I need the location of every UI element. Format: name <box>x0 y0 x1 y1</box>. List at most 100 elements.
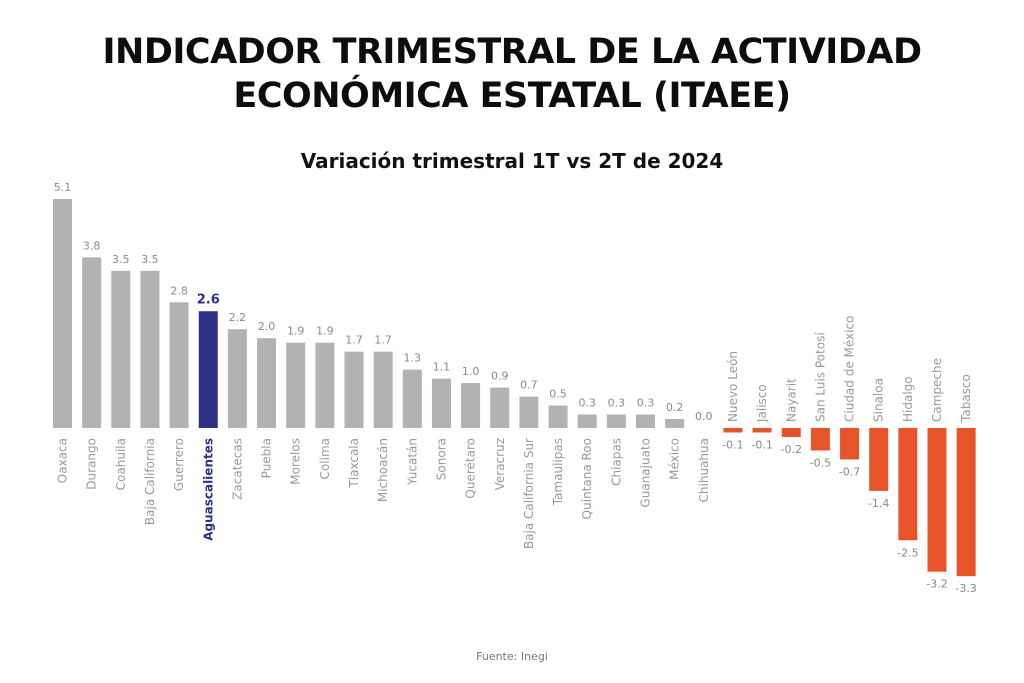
bar-quintana-roo <box>577 414 597 428</box>
category-label-guerrero: Guerrero <box>172 438 186 491</box>
chart-title-line-1: INDICADOR TRIMESTRAL DE LA ACTIVIDAD <box>102 32 923 72</box>
value-label-quintana-roo: 0.3 <box>578 397 596 410</box>
category-label-baja-california: Baja California <box>143 438 157 525</box>
source-note: Fuente: Inegi <box>476 650 548 663</box>
category-label-nuevo-leon: Nuevo León <box>726 351 740 422</box>
bar-mexico <box>665 419 685 428</box>
bar-sonora <box>431 378 451 428</box>
category-label-tlaxcala: Tlaxcala <box>347 438 361 489</box>
bar-guanajuato <box>636 414 655 428</box>
category-label-coahuila: Coahuila <box>114 438 128 490</box>
value-label-baja-california: 3.5 <box>141 253 159 266</box>
bar-hidalgo <box>898 428 918 541</box>
bar-jalisco <box>752 428 772 433</box>
value-label-sonora: 1.1 <box>433 361 451 374</box>
category-label-tamaulipas: Tamaulipas <box>551 438 565 506</box>
value-label-nayarit: -0.2 <box>781 443 802 456</box>
value-label-coahuila: 3.5 <box>112 253 130 266</box>
category-label-michoacan: Michoacán <box>376 438 390 502</box>
bar-baja-california <box>140 270 160 428</box>
bar-coahuila <box>111 270 131 428</box>
value-label-baja-california-sur: 0.7 <box>520 379 538 392</box>
value-label-ciudad-de-mexico: -0.7 <box>839 465 860 478</box>
value-label-guanajuato: 0.3 <box>637 397 655 410</box>
chart-title: INDICADOR TRIMESTRAL DE LA ACTIVIDAD ECO… <box>0 30 1024 118</box>
value-label-san-luis-potosi: -0.5 <box>810 456 831 469</box>
value-label-sinaloa: -1.4 <box>868 497 889 510</box>
bar-nuevo-leon <box>723 428 743 433</box>
value-label-tamaulipas: 0.5 <box>549 388 567 401</box>
category-label-yucatan: Yucatán <box>405 438 419 486</box>
category-label-baja-california-sur: Baja California Sur <box>522 438 536 549</box>
value-label-chihuahua: 0.0 <box>695 410 713 423</box>
bar-tlaxcala <box>344 351 364 428</box>
category-label-oaxaca: Oaxaca <box>56 438 70 483</box>
category-label-chihuahua: Chihuahua <box>697 438 711 502</box>
bar-morelos <box>286 342 306 428</box>
bar-tamaulipas <box>548 405 568 428</box>
bar-ciudad-de-mexico <box>840 428 860 460</box>
value-label-durango: 3.8 <box>83 239 101 252</box>
bar-sinaloa <box>869 428 889 491</box>
category-label-ciudad-de-mexico: Ciudad de México <box>843 316 857 422</box>
value-label-michoacan: 1.7 <box>374 334 392 347</box>
value-label-veracruz: 0.9 <box>491 370 509 383</box>
category-label-hidalgo: Hidalgo <box>901 376 915 422</box>
category-label-aguascalientes: Aguascalientes <box>201 438 215 541</box>
value-label-queretaro: 1.0 <box>462 365 480 378</box>
category-label-jalisco: Jalisco <box>755 384 769 423</box>
value-label-tlaxcala: 1.7 <box>345 334 363 347</box>
value-label-zacatecas: 2.2 <box>229 311 247 324</box>
category-label-guanajuato: Guanajuato <box>639 438 653 508</box>
bar-san-luis-potosi <box>810 428 830 451</box>
bar-nayarit <box>781 428 801 437</box>
category-label-durango: Durango <box>85 438 99 490</box>
category-label-mexico: México <box>668 438 682 480</box>
value-label-hidalgo: -2.5 <box>897 546 918 559</box>
value-label-oaxaca: 5.1 <box>54 181 72 194</box>
bar-puebla <box>257 338 277 428</box>
bar-michoacan <box>373 351 393 428</box>
category-label-morelos: Morelos <box>289 438 303 485</box>
category-label-san-luis-potosi: San Luis Potosí <box>813 332 827 422</box>
chart-subtitle: Variación trimestral 1T vs 2T de 2024 <box>300 149 724 173</box>
value-label-morelos: 1.9 <box>287 325 305 338</box>
category-label-tabasco: Tabasco <box>959 374 973 423</box>
bar-veracruz <box>490 387 510 428</box>
value-label-chiapas: 0.3 <box>608 397 626 410</box>
bar-zacatecas <box>227 329 247 428</box>
category-label-sinaloa: Sinaloa <box>872 378 886 422</box>
category-label-chiapas: Chiapas <box>609 438 623 486</box>
value-label-nuevo-leon: -0.1 <box>722 438 743 451</box>
value-label-jalisco: -0.1 <box>751 438 772 451</box>
bar-oaxaca <box>53 199 72 428</box>
bar-yucatan <box>402 369 422 428</box>
value-label-puebla: 2.0 <box>258 320 276 333</box>
bar-guerrero <box>169 302 189 428</box>
bar-durango <box>82 257 102 428</box>
chart-title-line-2: ECONÓMICA ESTATAL (ITAEE) <box>233 76 791 116</box>
category-label-puebla: Puebla <box>260 438 274 478</box>
value-label-guerrero: 2.8 <box>170 284 188 297</box>
bar-campeche <box>927 428 947 572</box>
bar-tabasco <box>956 428 976 577</box>
bar-colima <box>315 342 335 428</box>
category-label-quintana-roo: Quintana Roo <box>580 438 594 519</box>
value-label-yucatan: 1.3 <box>404 352 422 365</box>
value-label-aguascalientes: 2.6 <box>197 292 220 307</box>
category-label-veracruz: Veracruz <box>493 438 507 490</box>
category-label-colima: Colima <box>318 438 332 479</box>
bar-baja-california-sur <box>519 396 539 428</box>
bar-queretaro <box>461 383 481 428</box>
category-label-nayarit: Nayarit <box>784 378 798 422</box>
value-label-mexico: 0.2 <box>666 401 684 414</box>
bar-chiapas <box>606 414 626 428</box>
category-label-zacatecas: Zacatecas <box>230 438 244 500</box>
category-label-queretaro: Querétaro <box>464 438 478 499</box>
category-label-campeche: Campeche <box>930 358 944 422</box>
value-label-campeche: -3.2 <box>926 578 947 591</box>
bar-aguascalientes <box>198 311 218 428</box>
value-label-tabasco: -3.3 <box>955 582 976 595</box>
value-label-colima: 1.9 <box>316 325 334 338</box>
